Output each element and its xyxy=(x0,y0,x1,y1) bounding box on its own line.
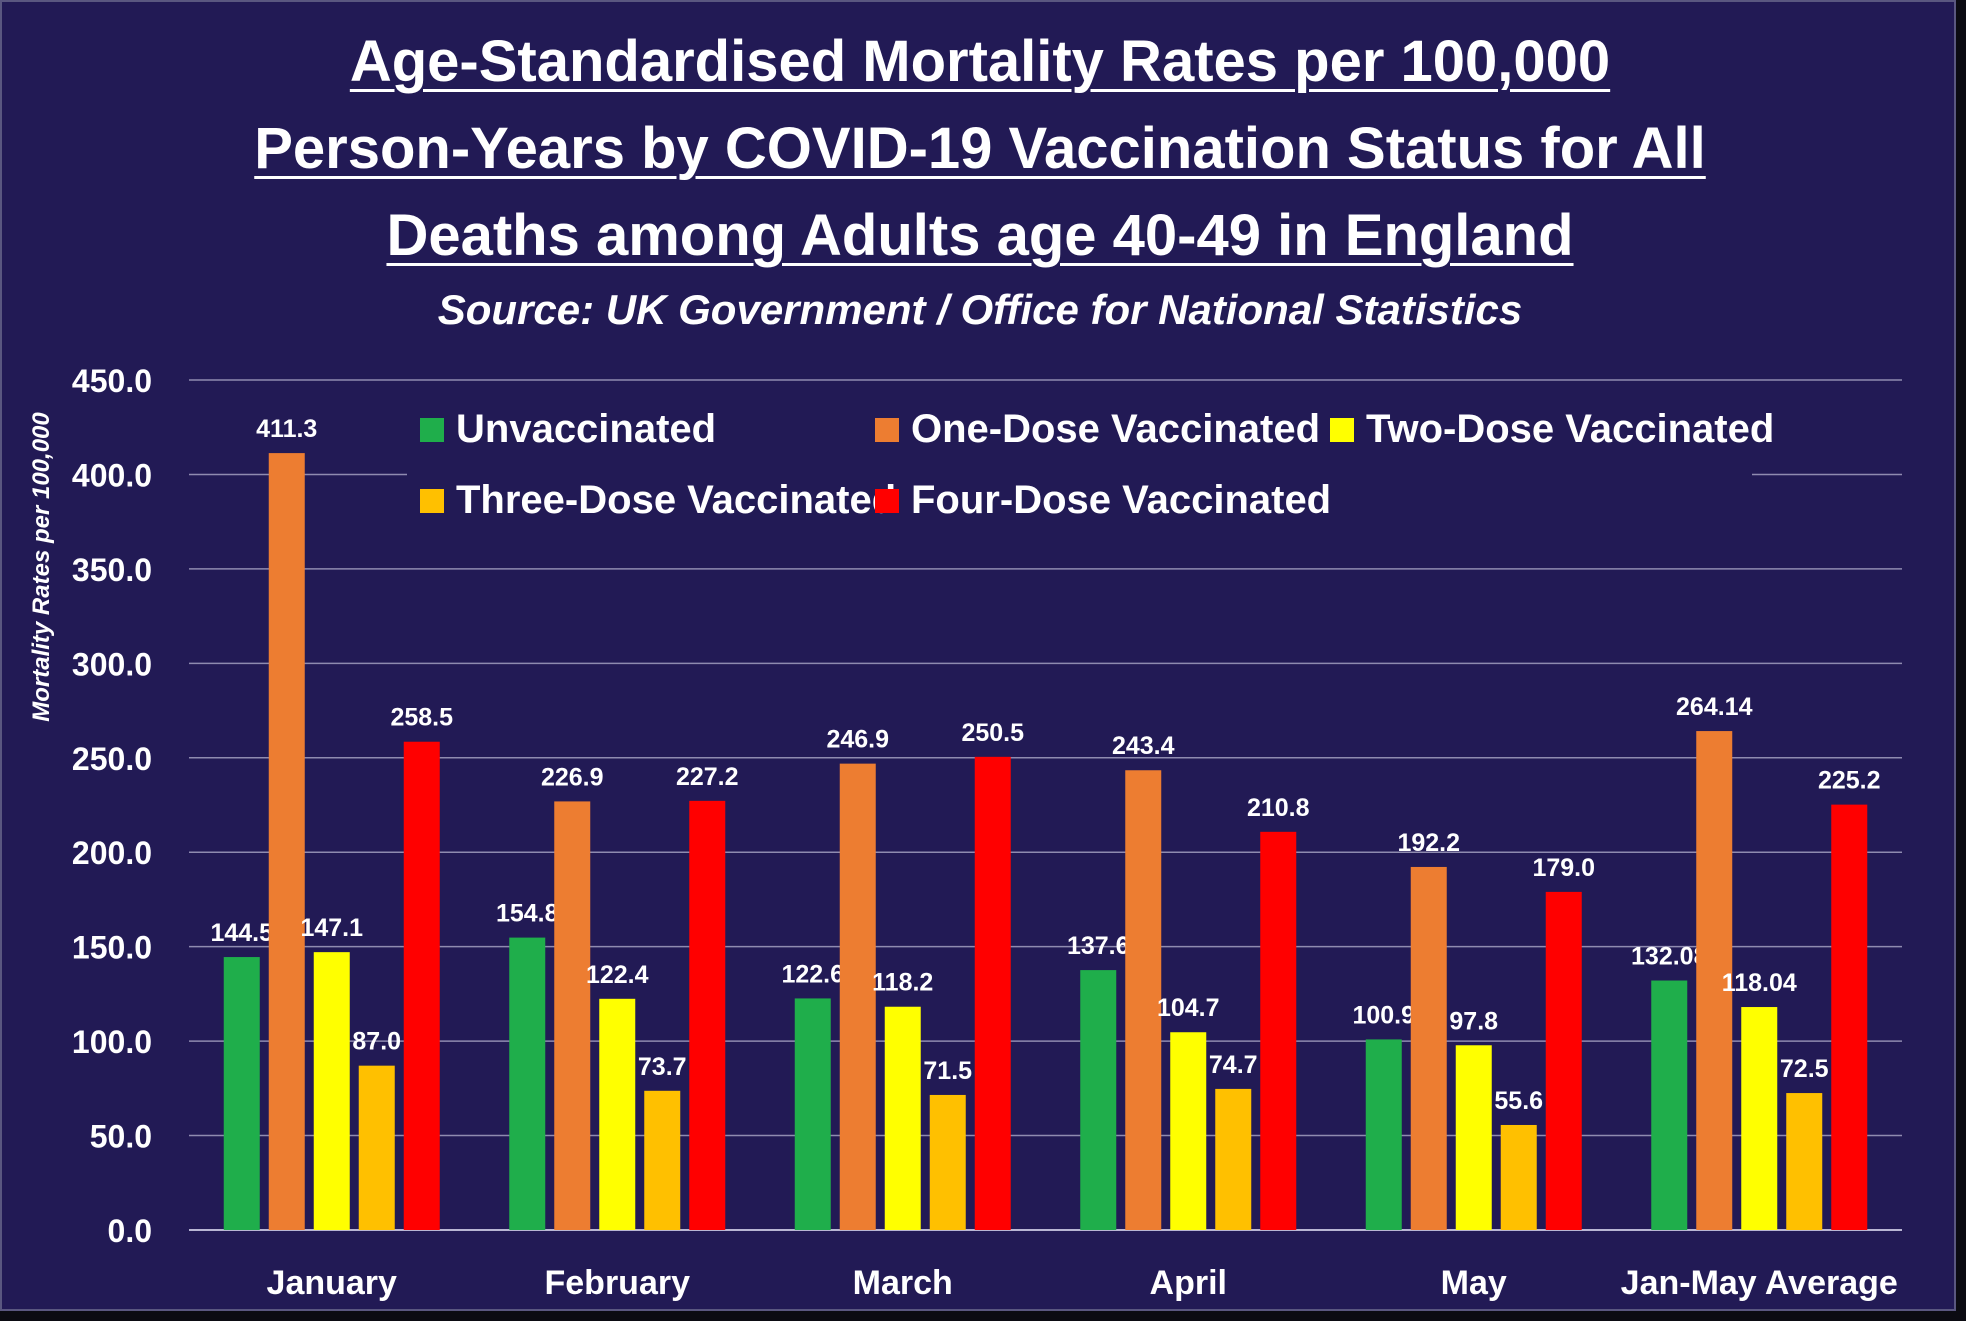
y-tick-label: 400.0 xyxy=(72,457,152,493)
x-tick-label: Jan-May Average xyxy=(1621,1264,1898,1302)
bar xyxy=(1455,1045,1492,1230)
data-label: 147.1 xyxy=(300,914,363,942)
bar xyxy=(1696,731,1733,1230)
data-label: 179.0 xyxy=(1532,854,1595,882)
bar xyxy=(1125,770,1162,1230)
data-label: 71.5 xyxy=(923,1057,972,1085)
legend-label-four-dose: Four-Dose Vaccinated xyxy=(911,478,1332,522)
y-tick-label: 300.0 xyxy=(72,646,152,682)
data-label: 411.3 xyxy=(256,415,317,443)
legend-label-unvaccinated: Unvaccinated xyxy=(456,407,717,451)
legend-item-unvaccinated: Unvaccinated xyxy=(420,407,716,452)
bar xyxy=(839,763,876,1230)
bar xyxy=(1170,1032,1207,1230)
bar xyxy=(1410,866,1447,1230)
data-label: 74.7 xyxy=(1209,1051,1258,1079)
chart-title-line-1: Age-Standardised Mortality Rates per 100… xyxy=(349,29,1611,94)
data-label: 118.2 xyxy=(872,969,933,997)
chart-title-line-3: Deaths among Adults age 40-49 in England xyxy=(386,203,1574,268)
y-tick-label: 200.0 xyxy=(72,835,152,871)
bar xyxy=(509,937,546,1230)
bar xyxy=(1500,1124,1537,1230)
bar xyxy=(1215,1088,1252,1230)
data-label: 227.2 xyxy=(676,763,739,791)
data-label: 144.5 xyxy=(210,919,273,947)
legend-item-two-dose: Two-Dose Vaccinated xyxy=(1330,407,1774,452)
y-tick-label: 350.0 xyxy=(72,552,152,588)
data-label: 104.7 xyxy=(1157,994,1220,1022)
chart-subtitle: Source: UK Government / Office for Natio… xyxy=(437,286,1523,333)
data-label: 72.5 xyxy=(1780,1055,1829,1083)
data-label: 55.6 xyxy=(1494,1087,1543,1115)
bar xyxy=(929,1094,966,1230)
data-label: 100.9 xyxy=(1352,1001,1415,1029)
bar xyxy=(268,453,305,1231)
data-label: 258.5 xyxy=(390,704,453,732)
bar xyxy=(358,1065,395,1230)
data-label: 87.0 xyxy=(352,1028,401,1056)
bar xyxy=(313,952,350,1230)
data-label: 73.7 xyxy=(638,1053,687,1081)
y-tick-label: 100.0 xyxy=(72,1024,152,1060)
bar xyxy=(1786,1093,1823,1230)
legend-item-three-dose: Three-Dose Vaccinated xyxy=(420,478,896,523)
data-label: 250.5 xyxy=(961,719,1024,747)
bar xyxy=(599,998,636,1230)
bar xyxy=(644,1090,681,1230)
bar xyxy=(1080,970,1117,1230)
chart-title-line-2: Person-Years by COVID-19 Vaccination Sta… xyxy=(254,116,1706,181)
data-label: 154.8 xyxy=(496,900,559,928)
bar xyxy=(554,801,591,1230)
data-label: 225.2 xyxy=(1818,767,1881,795)
legend-swatch-three-dose xyxy=(420,488,444,513)
legend-item-one-dose: One-Dose Vaccinated xyxy=(875,407,1320,452)
x-tick-label: April xyxy=(1150,1264,1227,1302)
bar xyxy=(1260,831,1297,1230)
bar xyxy=(884,1006,921,1230)
bar xyxy=(794,998,831,1230)
bar xyxy=(1741,1007,1778,1230)
bar xyxy=(1831,804,1868,1230)
legend-swatch-unvaccinated xyxy=(420,417,444,442)
data-label: 226.9 xyxy=(541,763,604,791)
legend-swatch-four-dose xyxy=(875,488,899,513)
y-tick-label: 250.0 xyxy=(72,741,152,777)
y-tick-label: 450.0 xyxy=(72,363,152,399)
bar xyxy=(1651,980,1688,1230)
x-tick-label: January xyxy=(267,1264,397,1302)
data-label: 118.04 xyxy=(1722,969,1797,997)
y-tick-label: 150.0 xyxy=(72,930,152,966)
x-tick-label: February xyxy=(545,1264,691,1302)
legend-item-four-dose: Four-Dose Vaccinated xyxy=(875,478,1331,523)
bar xyxy=(1365,1039,1402,1230)
bar xyxy=(403,741,440,1230)
legend-label-three-dose: Three-Dose Vaccinated xyxy=(456,478,897,522)
bar xyxy=(1545,891,1582,1230)
bar xyxy=(223,957,260,1230)
data-label: 122.6 xyxy=(781,960,844,988)
data-label: 132.08 xyxy=(1631,943,1708,971)
legend-label-two-dose: Two-Dose Vaccinated xyxy=(1366,407,1775,451)
y-tick-label: 0.0 xyxy=(108,1213,152,1249)
bar xyxy=(689,800,726,1230)
data-label: 97.8 xyxy=(1449,1007,1498,1035)
y-tick-label: 50.0 xyxy=(90,1119,152,1155)
data-label: 210.8 xyxy=(1247,794,1310,822)
legend-label-one-dose: One-Dose Vaccinated xyxy=(911,407,1321,451)
data-label: 243.4 xyxy=(1112,732,1175,760)
data-label: 137.6 xyxy=(1067,932,1130,960)
x-tick-label: March xyxy=(853,1264,953,1302)
data-label: 192.2 xyxy=(1397,829,1460,857)
data-label: 122.4 xyxy=(586,961,649,989)
data-label: 264.14 xyxy=(1676,693,1753,721)
legend-swatch-two-dose xyxy=(1330,417,1354,442)
bar xyxy=(974,756,1011,1230)
data-label: 246.9 xyxy=(826,726,889,754)
x-tick-label: May xyxy=(1441,1264,1507,1302)
legend-swatch-one-dose xyxy=(875,417,899,442)
legend: Unvaccinated One-Dose Vaccinated Two-Dos… xyxy=(407,395,1774,535)
